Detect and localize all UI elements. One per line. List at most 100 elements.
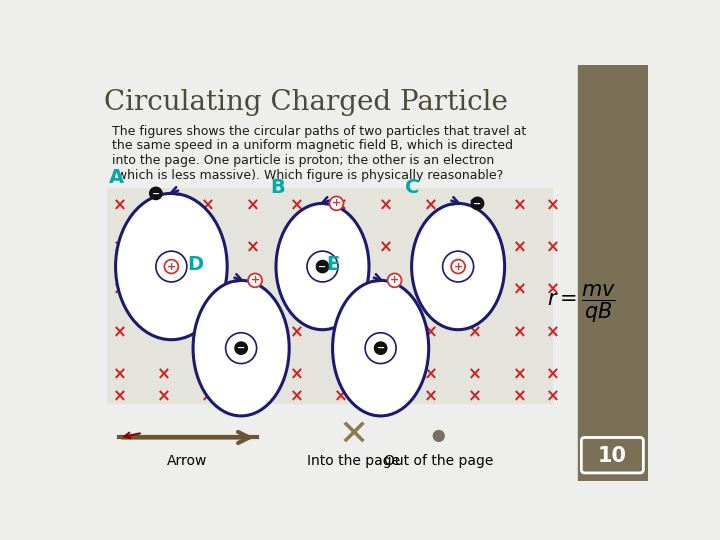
Text: +: + [332,198,341,208]
Ellipse shape [193,280,289,416]
Text: Into the page: Into the page [307,454,400,468]
Text: ×: × [424,324,438,342]
Text: ×: × [424,196,438,214]
Text: ×: × [468,196,482,214]
Text: ×: × [468,238,482,256]
Text: −: − [237,343,246,353]
Text: Circulating Charged Particle: Circulating Charged Particle [104,90,508,117]
Text: ×: × [424,366,438,383]
Text: ×: × [201,387,215,405]
Circle shape [387,273,402,287]
Text: (which is less massive). Which figure is physically reasonable?: (which is less massive). Which figure is… [112,168,503,182]
Text: B: B [270,178,284,197]
Text: −: − [474,198,482,208]
Circle shape [235,342,248,354]
Text: ×: × [290,196,304,214]
Text: ×: × [157,281,171,299]
Text: ×: × [513,281,527,299]
Text: ×: × [290,238,304,256]
Text: ×: × [290,324,304,342]
Text: ×: × [468,324,482,342]
Bar [578,65,648,481]
Text: −: − [152,188,160,198]
Text: D: D [187,255,203,274]
Text: ×: × [246,324,260,342]
Text: −: − [318,261,327,272]
Circle shape [330,197,343,210]
Text: ×: × [334,366,348,383]
Text: ×: × [546,281,559,299]
Text: ×: × [334,281,348,299]
Text: ×: × [334,324,348,342]
Text: ×: × [513,238,527,256]
Text: ×: × [290,281,304,299]
Circle shape [472,197,484,210]
Ellipse shape [333,280,428,416]
Text: C: C [405,178,420,197]
Text: E: E [326,255,340,274]
Text: ×: × [513,366,527,383]
Text: ×: × [546,196,559,214]
Text: ×: × [201,324,215,342]
Text: −: − [377,343,384,353]
Text: ×: × [112,366,127,383]
Text: ×: × [290,366,304,383]
Text: ×: × [157,366,171,383]
Text: ×: × [201,366,215,383]
Text: +: + [167,261,176,272]
Text: ×: × [379,366,393,383]
Text: ×: × [157,196,171,214]
Text: ×: × [379,387,393,405]
Text: ×: × [334,238,348,256]
Text: ×: × [201,238,215,256]
Text: ×: × [379,324,393,342]
Circle shape [150,187,162,200]
Text: ×: × [112,238,127,256]
Ellipse shape [276,204,369,330]
Text: ×: × [246,387,260,405]
Circle shape [433,430,444,441]
Text: ×: × [334,196,348,214]
Text: Arrow: Arrow [167,454,207,468]
Text: ×: × [546,238,559,256]
Ellipse shape [116,193,228,340]
Text: ×: × [157,238,171,256]
Text: ×: × [424,281,438,299]
Text: ×: × [246,196,260,214]
Text: ×: × [379,238,393,256]
Text: ×: × [112,196,127,214]
Text: ×: × [246,281,260,299]
Text: ×: × [157,387,171,405]
Text: +: + [454,261,463,272]
Ellipse shape [412,204,505,330]
Text: ×: × [246,366,260,383]
Text: ×: × [379,281,393,299]
FancyBboxPatch shape [581,437,644,473]
Bar [107,188,553,403]
Text: 10: 10 [598,446,627,466]
Text: +: + [390,275,399,286]
Text: ×: × [112,281,127,299]
Text: ×: × [546,324,559,342]
Text: ×: × [334,387,348,405]
Text: ×: × [379,196,393,214]
Text: ✕: ✕ [338,419,369,453]
Text: ×: × [424,387,438,405]
Circle shape [316,260,329,273]
Circle shape [374,342,387,354]
Text: Out of the page: Out of the page [384,454,493,468]
Text: A: A [109,168,125,187]
Text: ×: × [424,238,438,256]
Text: $r = \dfrac{mv}{qB}$: $r = \dfrac{mv}{qB}$ [547,282,616,325]
Text: ×: × [112,387,127,405]
Text: ×: × [513,324,527,342]
Text: ×: × [468,366,482,383]
Text: ×: × [201,196,215,214]
Circle shape [451,260,465,273]
Circle shape [248,273,262,287]
Text: ×: × [546,366,559,383]
Circle shape [164,260,179,273]
Text: ×: × [290,387,304,405]
Text: ×: × [157,324,171,342]
Text: +: + [251,275,260,286]
